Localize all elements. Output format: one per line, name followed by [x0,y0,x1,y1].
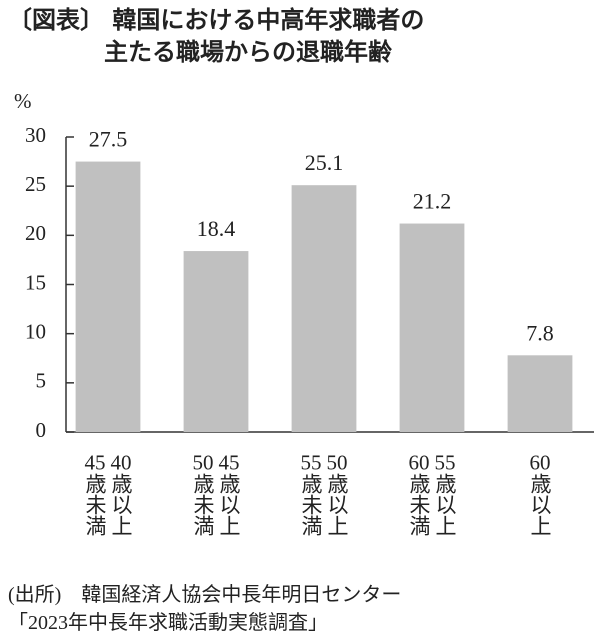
x-tick-label: 60歳以上 [528,452,552,536]
y-axis-label: % [14,89,32,113]
data-label: 21.2 [413,189,452,214]
source: (出所) 韓国経済人協会中長年明日センター [8,584,402,606]
x-tick-label: 45歳以上50歳未満 [191,452,241,536]
y-tick-label: 20 [25,221,46,245]
source: 「2023年中長年求職活動実態調査」 [8,612,328,634]
bar [291,185,357,432]
y-tick-label: 30 [25,123,46,147]
y-tick-label: 10 [25,319,46,343]
data-label: 27.5 [89,127,128,152]
bar [507,355,573,432]
data-label: 7.8 [526,320,554,345]
y-tick-label: 15 [25,270,46,294]
data-label: 25.1 [305,150,344,175]
y-tick-label: 25 [25,172,46,196]
bar [399,223,465,432]
y-tick-label: 0 [36,418,47,442]
bar [75,161,141,433]
x-tick-label: 40歳以上45歳未満 [83,452,133,536]
chart-title: 〔図表〕 韓国における中高年求職者の 主たる職場からの退職年齢 [8,6,425,66]
bar [183,251,249,432]
data-label: 18.4 [197,216,236,241]
x-tick-label: 55歳以上60歳未満 [407,452,457,536]
y-tick-label: 5 [36,369,47,393]
x-tick-label: 50歳以上55歳未満 [299,452,349,536]
